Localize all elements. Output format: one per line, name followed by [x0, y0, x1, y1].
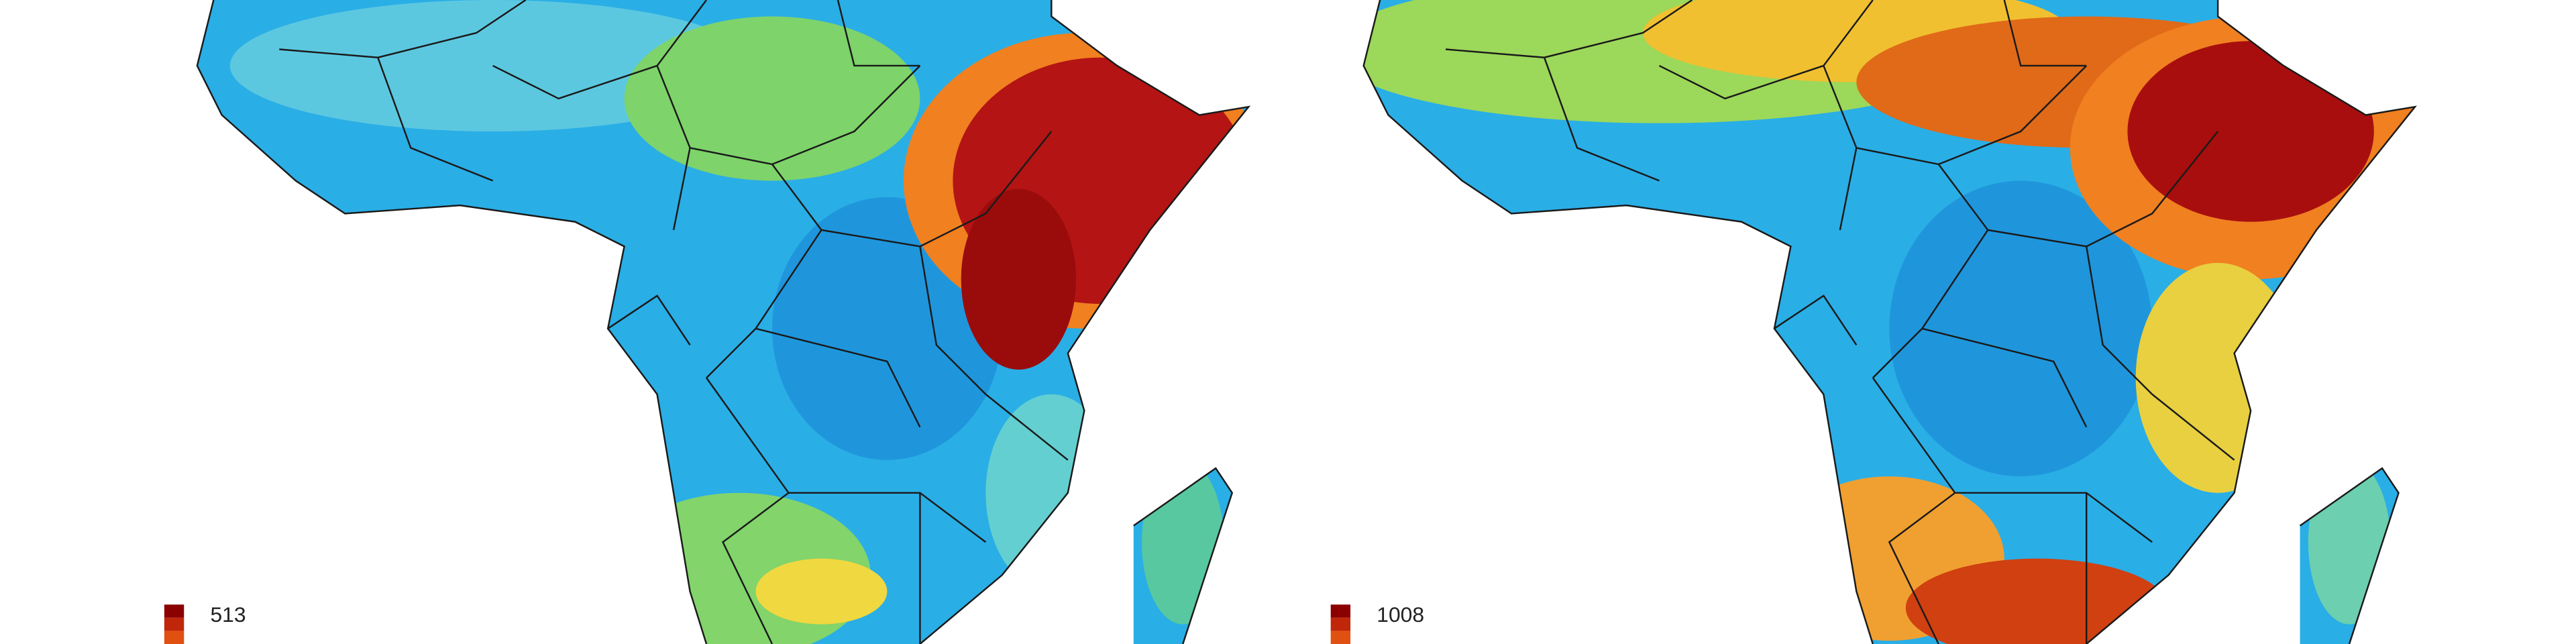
- map-right: 1008: [1330, 0, 2416, 644]
- map-fill: [1363, 0, 2415, 644]
- map-left: 513: [164, 0, 1250, 644]
- legend-max-label: 513: [210, 602, 246, 627]
- legend-swatch: [1330, 617, 1351, 631]
- map-fill: [197, 0, 1249, 644]
- legend-swatch: [1330, 604, 1351, 618]
- legend: 513: [164, 602, 246, 644]
- legend: 1008: [1330, 602, 1424, 644]
- legend-swatch: [164, 604, 184, 618]
- legend-swatch: [164, 617, 184, 631]
- legend-swatch: [164, 631, 184, 644]
- legend-max-label: 1008: [1377, 602, 1424, 627]
- legend-swatch: [1330, 631, 1351, 644]
